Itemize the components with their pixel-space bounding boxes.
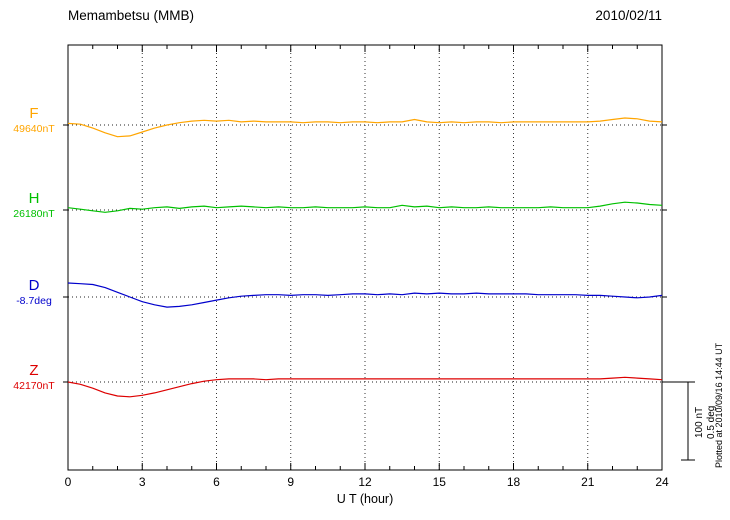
x-tick-label: 18 — [506, 475, 521, 489]
x-tick-label: 6 — [213, 475, 220, 489]
x-tick-label: 9 — [287, 475, 295, 489]
scale-label-nt: 100 nT — [694, 406, 705, 438]
series-baseline-z: 42170nT — [13, 380, 55, 392]
x-tick-label: 24 — [655, 475, 669, 489]
station-title: Memambetsu (MMB) — [68, 8, 195, 23]
trace-F — [67, 117, 663, 138]
trace-D — [67, 282, 663, 308]
series-baseline-d: -8.7deg — [16, 295, 52, 307]
observation-date: 2010/02/11 — [595, 8, 662, 23]
series-label-z: Z 42170nT — [4, 362, 64, 393]
x-axis-label: U T (hour) — [336, 492, 394, 506]
plotted-at-note: Plotted at 2010/09/16 14:44 UT — [714, 342, 724, 468]
series-label-d: D -8.7deg — [4, 277, 64, 308]
series-baseline-f: 49640nT — [13, 123, 55, 135]
x-tick-label: 21 — [581, 475, 595, 489]
series-letter-d: D — [28, 277, 40, 294]
series-letter-z: Z — [29, 362, 39, 379]
series-letter-f: F — [29, 105, 39, 122]
x-tick-label: 0 — [64, 475, 72, 489]
x-tick-label: 3 — [138, 475, 146, 489]
series-letter-h: H — [28, 190, 40, 207]
x-tick-label: 15 — [432, 475, 446, 489]
trace-Z — [67, 376, 663, 398]
series-label-h: H 26180nT — [4, 190, 64, 221]
trace-H — [67, 201, 663, 213]
x-tick-label: 12 — [358, 475, 372, 489]
series-baseline-h: 26180nT — [13, 208, 55, 220]
series-label-f: F 49640nT — [4, 105, 64, 136]
